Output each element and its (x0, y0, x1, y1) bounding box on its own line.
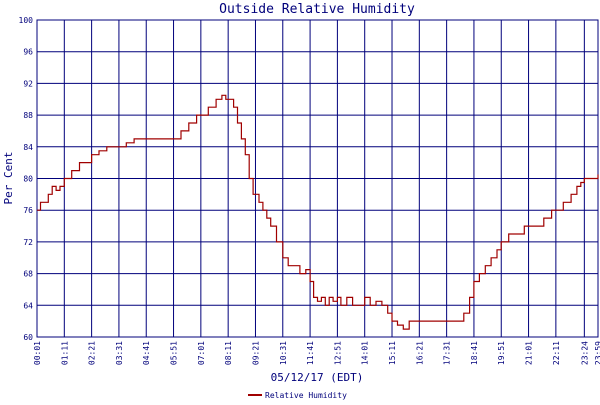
x-tick-label: 21:01 (525, 341, 534, 365)
x-tick-label: 23:59 (594, 341, 600, 365)
y-tick-label: 76 (23, 206, 33, 215)
y-axis-label: Per Cent (2, 152, 15, 205)
y-tick-label: 80 (23, 175, 33, 184)
legend-label: Relative Humidity (265, 391, 347, 400)
y-tick-label: 84 (23, 143, 33, 152)
y-tick-label: 96 (23, 48, 33, 57)
x-tick-label: 11:41 (306, 341, 315, 365)
x-tick-label: 10:31 (279, 341, 288, 365)
x-axis-label: 05/12/17 (EDT) (271, 371, 364, 384)
y-tick-label: 100 (19, 16, 34, 25)
series-line (37, 94, 599, 330)
x-tick-labels: 00:01 01:11 02:21 03:31 04:41 05:51 07:01 08:11… (33, 341, 600, 365)
y-tick-label: 72 (23, 238, 33, 247)
x-tick-label: 15:11 (388, 341, 397, 365)
y-tick-label: 88 (23, 111, 33, 120)
x-tick-label: 02:21 (88, 341, 97, 365)
x-tick-label: 07:01 (197, 341, 206, 365)
grid-layer (36, 19, 599, 338)
series-layer (37, 94, 599, 330)
x-tick-label: 23:24 (580, 341, 589, 365)
x-tick-label: 00:01 (33, 341, 42, 365)
x-tick-label: 08:11 (224, 341, 233, 365)
y-tick-labels: 60 64 68 72 76 80 84 88 92 96 100 (19, 16, 34, 342)
x-tick-label: 09:21 (251, 341, 260, 365)
y-tick-label: 60 (23, 333, 33, 342)
x-tick-label: 17:31 (443, 341, 452, 365)
x-tick-label: 18:41 (470, 341, 479, 365)
x-tick-label: 14:01 (361, 341, 370, 365)
x-tick-label: 19:51 (497, 341, 506, 365)
y-tick-label: 64 (23, 301, 33, 310)
y-tick-label: 92 (23, 79, 33, 88)
x-tick-label: 05:51 (170, 341, 179, 365)
x-tick-label: 03:31 (115, 341, 124, 365)
y-tick-label: 68 (23, 270, 33, 279)
legend: Relative Humidity (248, 391, 347, 400)
x-tick-label: 12:51 (333, 341, 342, 365)
chart-title: Outside Relative Humidity (219, 2, 415, 17)
x-tick-label: 22:11 (552, 341, 561, 365)
x-tick-label: 01:11 (60, 341, 69, 365)
x-tick-label: 04:41 (142, 341, 151, 365)
x-tick-label: 16:21 (415, 341, 424, 365)
